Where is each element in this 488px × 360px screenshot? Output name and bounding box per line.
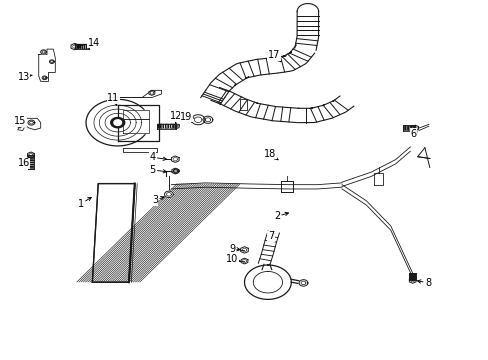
Polygon shape — [203, 116, 212, 123]
Polygon shape — [148, 90, 155, 95]
Polygon shape — [173, 169, 179, 173]
Text: 4: 4 — [149, 152, 166, 162]
Polygon shape — [86, 99, 149, 146]
Text: 14: 14 — [77, 37, 100, 48]
Text: 16: 16 — [18, 158, 30, 168]
Polygon shape — [27, 152, 34, 158]
Text: 3: 3 — [152, 195, 164, 205]
Polygon shape — [49, 60, 54, 63]
Polygon shape — [411, 125, 418, 131]
Polygon shape — [108, 90, 161, 98]
Polygon shape — [171, 156, 179, 162]
Polygon shape — [244, 265, 291, 300]
Text: 2: 2 — [273, 211, 288, 221]
Polygon shape — [110, 117, 124, 128]
Polygon shape — [191, 115, 204, 125]
Polygon shape — [122, 119, 149, 134]
Polygon shape — [114, 120, 122, 125]
Text: 19: 19 — [180, 112, 194, 122]
Polygon shape — [28, 120, 35, 125]
Text: 9: 9 — [228, 244, 240, 254]
Text: 15: 15 — [14, 116, 27, 127]
Polygon shape — [18, 126, 24, 131]
Text: 7: 7 — [267, 231, 274, 241]
Polygon shape — [122, 110, 149, 119]
Text: 10: 10 — [225, 255, 240, 265]
Text: 6: 6 — [409, 129, 416, 139]
Text: 12: 12 — [170, 111, 183, 123]
Polygon shape — [92, 184, 135, 282]
Polygon shape — [122, 148, 157, 152]
Text: 8: 8 — [417, 278, 430, 288]
Polygon shape — [118, 105, 159, 140]
Polygon shape — [299, 280, 307, 286]
Text: 5: 5 — [149, 165, 166, 175]
Polygon shape — [171, 168, 178, 174]
Polygon shape — [241, 258, 247, 264]
Text: 11: 11 — [107, 93, 119, 105]
Text: 17: 17 — [267, 50, 281, 62]
Polygon shape — [164, 191, 173, 198]
Polygon shape — [173, 124, 179, 129]
Polygon shape — [297, 4, 318, 12]
Polygon shape — [39, 49, 55, 81]
Text: 13: 13 — [18, 72, 32, 82]
Polygon shape — [71, 43, 79, 50]
Polygon shape — [41, 50, 46, 54]
Polygon shape — [240, 247, 248, 253]
Polygon shape — [408, 278, 415, 283]
Polygon shape — [42, 76, 47, 80]
Text: 18: 18 — [264, 149, 278, 160]
Polygon shape — [16, 123, 24, 128]
Text: 1: 1 — [78, 197, 91, 209]
Polygon shape — [24, 118, 41, 130]
